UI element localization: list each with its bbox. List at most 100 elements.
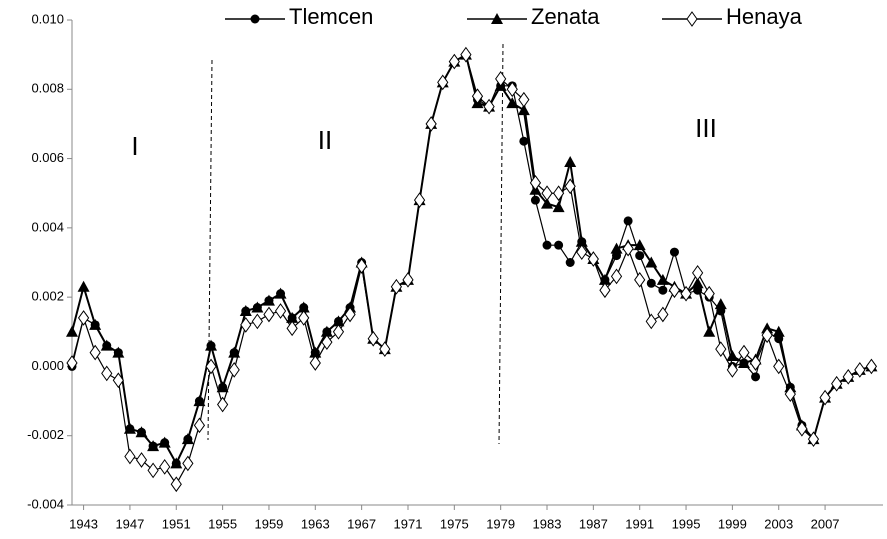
marker bbox=[262, 294, 275, 306]
marker bbox=[726, 350, 739, 362]
marker bbox=[692, 265, 704, 281]
period-label: III bbox=[695, 113, 717, 143]
marker bbox=[541, 197, 554, 209]
marker bbox=[669, 247, 679, 257]
x-tick-label: 1963 bbox=[301, 516, 330, 531]
marker bbox=[181, 433, 194, 445]
marker bbox=[309, 346, 322, 358]
marker bbox=[656, 273, 669, 285]
marker bbox=[714, 298, 727, 310]
y-tick-label: 0.000 bbox=[31, 358, 64, 373]
marker bbox=[112, 346, 125, 358]
marker bbox=[89, 318, 102, 330]
marker bbox=[668, 282, 681, 299]
marker bbox=[529, 174, 542, 191]
y-tick-label: 0.010 bbox=[31, 11, 64, 26]
x-tick-label: 1975 bbox=[440, 516, 469, 531]
marker bbox=[552, 201, 565, 213]
marker bbox=[66, 355, 78, 371]
x-tick-label: 1987 bbox=[579, 516, 608, 531]
marker bbox=[66, 325, 78, 337]
series-line bbox=[71, 53, 872, 486]
marker bbox=[89, 344, 101, 361]
marker bbox=[842, 368, 854, 385]
marker bbox=[205, 358, 217, 375]
marker bbox=[634, 271, 646, 288]
x-tick-label: 1995 bbox=[672, 516, 701, 531]
marker bbox=[309, 355, 321, 371]
marker bbox=[112, 372, 124, 389]
marker bbox=[575, 235, 588, 247]
marker bbox=[552, 185, 565, 202]
marker bbox=[321, 334, 333, 351]
marker bbox=[77, 310, 90, 326]
marker bbox=[460, 46, 472, 63]
marker bbox=[240, 316, 252, 333]
marker bbox=[158, 436, 171, 448]
marker bbox=[831, 375, 843, 392]
legend-label: Tlemcen bbox=[289, 4, 373, 29]
marker bbox=[519, 136, 529, 146]
marker bbox=[170, 457, 183, 469]
marker bbox=[506, 81, 518, 98]
marker bbox=[123, 422, 136, 434]
x-tick-label: 1999 bbox=[718, 516, 747, 531]
marker bbox=[865, 358, 878, 375]
marker bbox=[77, 280, 90, 292]
marker bbox=[715, 341, 727, 357]
marker bbox=[413, 192, 426, 209]
marker bbox=[564, 156, 577, 168]
marker bbox=[332, 315, 345, 327]
marker bbox=[379, 341, 391, 357]
marker bbox=[645, 256, 658, 268]
y-tick-label: 0.004 bbox=[31, 219, 64, 234]
marker bbox=[854, 362, 866, 378]
marker bbox=[251, 313, 263, 330]
marker bbox=[610, 242, 623, 254]
marker bbox=[250, 14, 260, 24]
marker bbox=[147, 440, 160, 452]
marker bbox=[251, 301, 264, 313]
marker bbox=[645, 313, 657, 330]
marker bbox=[286, 320, 298, 337]
marker bbox=[610, 268, 623, 285]
marker bbox=[646, 278, 656, 288]
x-tick-label: 1951 bbox=[162, 516, 191, 531]
marker bbox=[147, 462, 159, 479]
marker bbox=[216, 396, 229, 413]
marker bbox=[587, 251, 599, 267]
marker bbox=[542, 240, 552, 250]
y-tick-label: 0.002 bbox=[31, 289, 64, 304]
marker bbox=[819, 389, 831, 406]
marker bbox=[622, 240, 634, 257]
marker bbox=[635, 251, 645, 261]
marker bbox=[541, 185, 553, 202]
marker bbox=[691, 277, 704, 289]
marker bbox=[599, 282, 611, 299]
x-tick-label: 1967 bbox=[347, 516, 376, 531]
marker bbox=[576, 244, 588, 260]
x-tick-label: 1991 bbox=[625, 516, 654, 531]
marker bbox=[298, 310, 310, 326]
marker bbox=[216, 381, 229, 393]
marker bbox=[784, 386, 796, 403]
marker bbox=[680, 285, 692, 302]
marker bbox=[344, 306, 356, 323]
marker bbox=[228, 346, 241, 358]
marker bbox=[193, 395, 206, 407]
marker bbox=[390, 278, 403, 295]
x-tick-label: 1983 bbox=[533, 516, 562, 531]
marker bbox=[100, 339, 113, 351]
marker bbox=[297, 301, 310, 313]
marker bbox=[703, 285, 715, 302]
marker bbox=[356, 258, 368, 274]
x-tick-label: 1955 bbox=[208, 516, 237, 531]
marker bbox=[320, 325, 333, 337]
marker bbox=[239, 305, 252, 316]
marker bbox=[135, 426, 148, 438]
marker bbox=[448, 53, 460, 70]
marker bbox=[332, 323, 345, 340]
x-tick-label: 1959 bbox=[254, 516, 283, 531]
marker bbox=[228, 362, 240, 378]
marker bbox=[554, 240, 564, 250]
